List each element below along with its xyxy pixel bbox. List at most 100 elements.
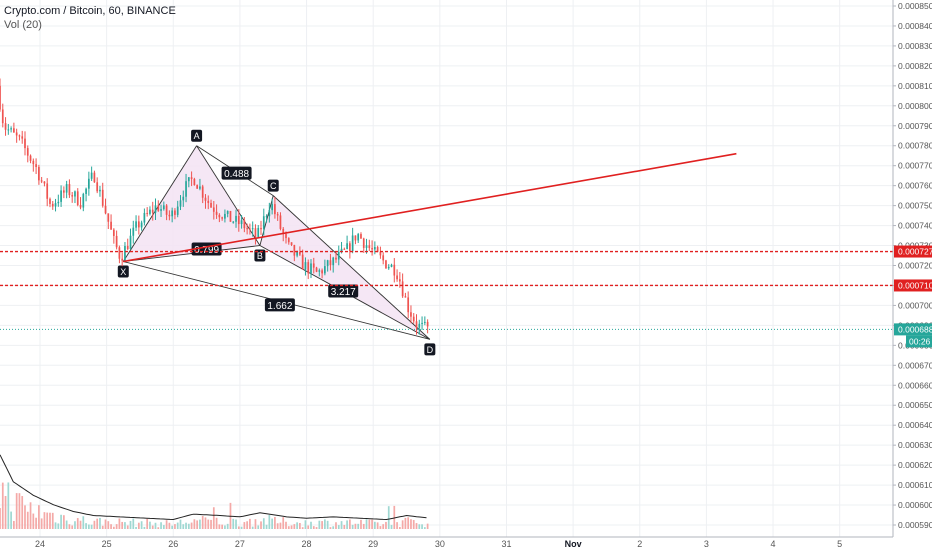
- candle-body: [346, 243, 348, 249]
- price-tick-label: 0.000840: [898, 21, 932, 31]
- ratio-label[interactable]: 0.488: [221, 166, 252, 181]
- candle-body: [174, 210, 176, 215]
- volume-bar: [407, 517, 410, 529]
- pattern-point-b[interactable]: B: [254, 249, 266, 262]
- candle-body: [49, 198, 51, 204]
- symbol-title[interactable]: Crypto.com / Bitcoin, 60, BINANCE: [4, 5, 176, 17]
- pattern-point-bg: [254, 249, 266, 262]
- price-tick-label: 0.000820: [898, 61, 932, 71]
- time-tick-label: 25: [102, 539, 112, 549]
- candles: [0, 78, 429, 335]
- pattern-point-c[interactable]: C: [267, 179, 279, 192]
- trendline[interactable]: [123, 152, 737, 263]
- candle-body: [226, 210, 229, 214]
- time-tick-label: 2: [637, 539, 642, 549]
- candle-body: [179, 200, 182, 207]
- candle-body: [124, 246, 126, 261]
- candle-body: [262, 216, 265, 230]
- volume-bar: [24, 505, 26, 529]
- candle-body: [201, 186, 204, 198]
- pattern-point-d[interactable]: D: [424, 343, 436, 356]
- candle-body: [382, 255, 385, 261]
- time-tick-label: 4: [771, 539, 776, 549]
- volume-bar: [107, 521, 110, 529]
- candle-body: [407, 297, 410, 313]
- volume-bar: [426, 523, 429, 529]
- candle-body: [299, 251, 301, 255]
- volume-bar: [90, 524, 93, 529]
- volume-bar: [185, 522, 187, 529]
- volume-bar: [201, 516, 204, 529]
- ratio-label[interactable]: 1.662: [264, 298, 295, 312]
- candle-body: [332, 257, 335, 266]
- candle-body: [326, 260, 329, 267]
- last-price-label: 0.000688 00:26: [894, 323, 932, 348]
- volume-indicator-label[interactable]: Vol (20): [4, 19, 42, 31]
- volume-bar: [290, 525, 293, 529]
- candle-body: [18, 135, 21, 137]
- time-tick-label: 27: [235, 539, 245, 549]
- candle-body: [43, 181, 46, 184]
- candle-body: [182, 196, 185, 201]
- price-axis[interactable]: 0.000850 0.000840 0.000830 0.000820 0.000810…: [893, 1, 932, 530]
- candle-body: [324, 266, 326, 274]
- candle-body: [354, 235, 357, 241]
- candle-body: [146, 212, 149, 214]
- volume-bar: [21, 496, 24, 529]
- volume-bar: [13, 520, 15, 529]
- volume-bar: [285, 521, 287, 529]
- volume-bar: [373, 521, 376, 529]
- time-axis[interactable]: 24 25 26 27 28 29 30 31 Nov 2 3 4 5: [35, 539, 842, 549]
- candle-body: [57, 201, 60, 204]
- volume-bar: [251, 526, 254, 529]
- volume-bar: [271, 518, 273, 529]
- candle-body: [351, 235, 354, 252]
- time-tick-label: 3: [704, 539, 709, 549]
- candle-body: [301, 254, 304, 270]
- candle-body: [265, 216, 268, 218]
- volume-bar: [274, 517, 276, 529]
- volume-bar: [257, 525, 260, 529]
- volume-bar: [99, 517, 101, 529]
- chart-legend: Crypto.com / Bitcoin, 60, BINANCE Vol (2…: [4, 4, 176, 32]
- candle-body: [38, 167, 40, 181]
- volume-bar: [1, 482, 4, 529]
- pattern-point-bg: [424, 343, 436, 356]
- volume-bar: [49, 512, 51, 529]
- volume-bar: [357, 523, 360, 529]
- candle-body: [276, 214, 279, 216]
- candle-body: [415, 321, 418, 328]
- time-tick-label: 31: [501, 539, 511, 549]
- pattern-triangle-bcd: [259, 195, 430, 340]
- candle-body: [126, 246, 129, 250]
- candle-body: [187, 177, 190, 182]
- volume-bar: [112, 526, 115, 529]
- volume-bar: [174, 524, 176, 529]
- volume-bar: [335, 522, 337, 529]
- countdown-text: 00:26: [909, 336, 931, 346]
- volume-bar: [212, 507, 215, 529]
- price-tick-label: 0.000590: [898, 520, 932, 530]
- candle-body: [137, 221, 140, 228]
- candle-body: [110, 221, 112, 230]
- candle-body: [335, 257, 337, 260]
- volume-bar: [254, 519, 257, 529]
- candle-body: [35, 164, 37, 168]
- volume-bar: [118, 518, 121, 529]
- candle-body: [268, 210, 271, 217]
- price-tick-label: 0.000830: [898, 41, 932, 51]
- price-tick-label: 0.000810: [898, 81, 932, 91]
- harmonic-pattern[interactable]: 0.488 0.799 3.217 1.662 X A B C D: [117, 129, 436, 356]
- ratio-label-text: 0.799: [194, 245, 219, 256]
- volume-bar: [154, 522, 157, 529]
- ratio-label[interactable]: 3.217: [328, 284, 359, 298]
- pattern-point-x[interactable]: X: [117, 265, 129, 278]
- pattern-point-a[interactable]: A: [191, 129, 203, 142]
- volume-bar: [423, 527, 426, 529]
- candle-body: [371, 248, 373, 250]
- volume-bar: [282, 517, 285, 529]
- candle-body: [129, 235, 132, 250]
- volume-bar: [346, 520, 348, 529]
